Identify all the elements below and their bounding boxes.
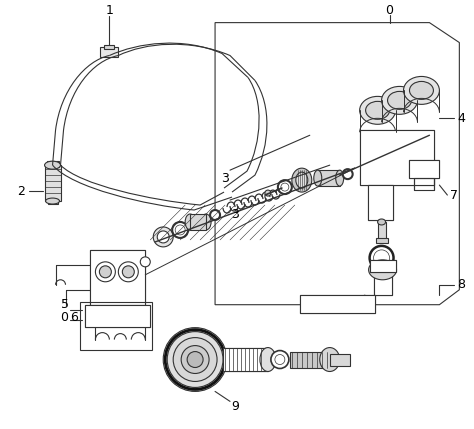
Bar [91, 250, 145, 305]
Text: 1: 1 [105, 4, 113, 17]
Ellipse shape [369, 260, 397, 280]
Ellipse shape [292, 168, 312, 192]
Bar [290, 351, 330, 368]
Circle shape [100, 266, 111, 278]
Circle shape [175, 225, 185, 235]
Circle shape [172, 222, 188, 238]
Bar [104, 45, 114, 48]
Text: 6: 6 [71, 311, 78, 324]
Ellipse shape [271, 350, 289, 369]
Bar [190, 214, 206, 230]
Bar [330, 353, 350, 366]
Circle shape [122, 266, 134, 278]
Bar [100, 46, 118, 57]
Ellipse shape [403, 76, 439, 104]
Bar [360, 130, 434, 185]
Text: 5: 5 [61, 298, 69, 311]
Ellipse shape [360, 97, 395, 124]
Ellipse shape [320, 347, 340, 372]
Ellipse shape [336, 170, 344, 186]
Circle shape [140, 257, 150, 267]
Bar [410, 160, 439, 178]
Bar [85, 305, 150, 326]
Text: 2: 2 [17, 184, 25, 198]
Bar [223, 347, 268, 372]
Bar [370, 260, 395, 272]
Text: 3: 3 [231, 208, 239, 221]
Ellipse shape [365, 101, 390, 119]
Bar [410, 160, 439, 178]
Circle shape [95, 262, 115, 282]
Bar [375, 238, 388, 243]
Circle shape [281, 183, 289, 191]
Circle shape [343, 169, 353, 179]
Ellipse shape [201, 214, 211, 230]
Bar [368, 185, 392, 220]
Bar [378, 222, 385, 240]
Circle shape [163, 328, 227, 391]
Circle shape [278, 180, 292, 194]
Bar [370, 260, 395, 272]
Ellipse shape [388, 91, 411, 109]
Bar [91, 250, 145, 305]
Bar [300, 295, 374, 313]
Bar [45, 165, 61, 201]
Circle shape [181, 346, 209, 374]
Ellipse shape [382, 86, 418, 114]
Bar [414, 178, 434, 190]
Circle shape [167, 332, 223, 387]
Ellipse shape [296, 172, 308, 188]
Bar [47, 199, 57, 204]
Ellipse shape [45, 161, 61, 169]
Circle shape [153, 227, 173, 247]
Circle shape [265, 190, 271, 196]
Text: 9: 9 [231, 400, 239, 413]
Bar [374, 270, 392, 295]
Text: 3: 3 [221, 172, 229, 184]
Bar [223, 347, 268, 372]
Circle shape [210, 210, 220, 220]
Ellipse shape [46, 198, 60, 204]
Bar [46, 161, 58, 167]
Ellipse shape [314, 170, 322, 186]
Text: 7: 7 [450, 189, 458, 202]
Ellipse shape [275, 354, 285, 365]
Text: 4: 4 [457, 112, 465, 125]
Bar [374, 270, 392, 295]
Bar [85, 305, 150, 326]
Bar [368, 185, 392, 220]
Text: 8: 8 [457, 278, 465, 291]
Bar [318, 170, 340, 186]
Circle shape [374, 250, 390, 266]
Bar [300, 295, 374, 313]
Circle shape [173, 338, 217, 381]
Ellipse shape [410, 82, 433, 100]
Circle shape [157, 231, 169, 243]
Bar [360, 130, 434, 185]
Circle shape [370, 246, 393, 270]
Ellipse shape [260, 347, 276, 372]
Text: 0: 0 [385, 4, 393, 17]
Ellipse shape [185, 214, 195, 230]
Circle shape [118, 262, 138, 282]
Circle shape [187, 351, 203, 368]
Text: 0: 0 [61, 311, 69, 324]
Ellipse shape [378, 219, 385, 225]
